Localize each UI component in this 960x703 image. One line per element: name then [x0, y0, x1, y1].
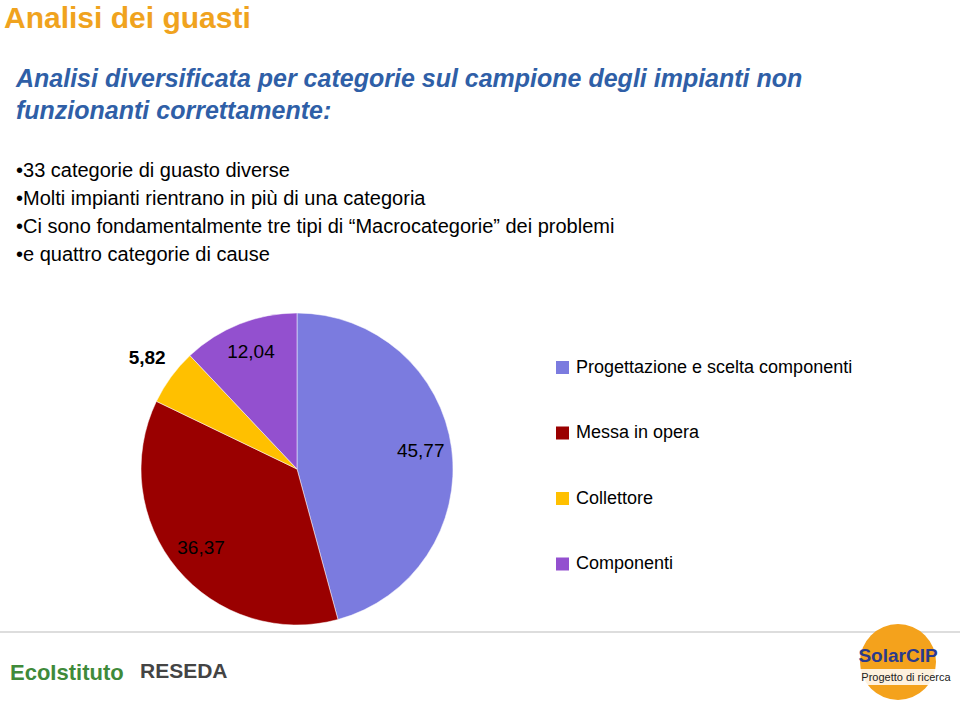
legend-item: Progettazione e scelta componenti: [556, 357, 852, 377]
bullet: 33 categorie di guasto diverse: [16, 156, 916, 184]
legend-item: Messa in opera: [556, 422, 700, 442]
legend-swatch: [556, 558, 569, 571]
bullet-list: 33 categorie di guasto diverseMolti impi…: [16, 156, 916, 268]
bullet: e quattro categorie di cause: [16, 240, 916, 268]
data-label: 5,82: [129, 347, 166, 368]
slide: Analisi dei guasti Analisi diversificata …: [0, 0, 960, 703]
legend-label: Messa in opera: [576, 422, 700, 442]
legend: Progettazione e scelta componenti Messa i…: [556, 357, 852, 574]
data-label: 45,77: [397, 440, 445, 461]
legend-item: Componenti: [556, 553, 673, 573]
legend-swatch: [556, 361, 569, 374]
logo-text: SolarCIP: [858, 645, 938, 666]
pie: 45,77 36,37 5,82 12,04: [129, 313, 453, 625]
footer-rule: [0, 632, 960, 633]
slide-subtitle: Analisi diversificata per categorie sul …: [16, 62, 836, 126]
legend-label: Collettore: [576, 488, 653, 508]
chart: 45,77 36,37 5,82 12,04 Progettazione e scelt…: [0, 0, 960, 703]
legend-label: Progettazione e scelta componenti: [576, 357, 852, 377]
logo-text: RESEDA: [140, 659, 228, 682]
logo-band: [858, 669, 954, 685]
legend-swatch: [556, 492, 569, 505]
slide-title: Analisi dei guasti: [4, 0, 251, 36]
footer: EcoIstituto RESEDA SolarCIP Progetto di ric…: [0, 624, 960, 700]
legend-item: Collettore: [556, 488, 653, 508]
data-label: 12,04: [227, 341, 275, 362]
logo-text: EcoIstituto: [10, 660, 124, 685]
bullet: Ci sono fondamentalmente tre tipi di “Ma…: [16, 212, 916, 240]
legend-swatch: [556, 427, 569, 440]
logo-text: Progetto di ricerca: [861, 671, 951, 683]
bullet: Molti impianti rientrano in più di una c…: [16, 184, 916, 212]
pie-slice: [190, 313, 297, 469]
data-label: 36,37: [177, 537, 225, 558]
legend-label: Componenti: [576, 553, 673, 573]
